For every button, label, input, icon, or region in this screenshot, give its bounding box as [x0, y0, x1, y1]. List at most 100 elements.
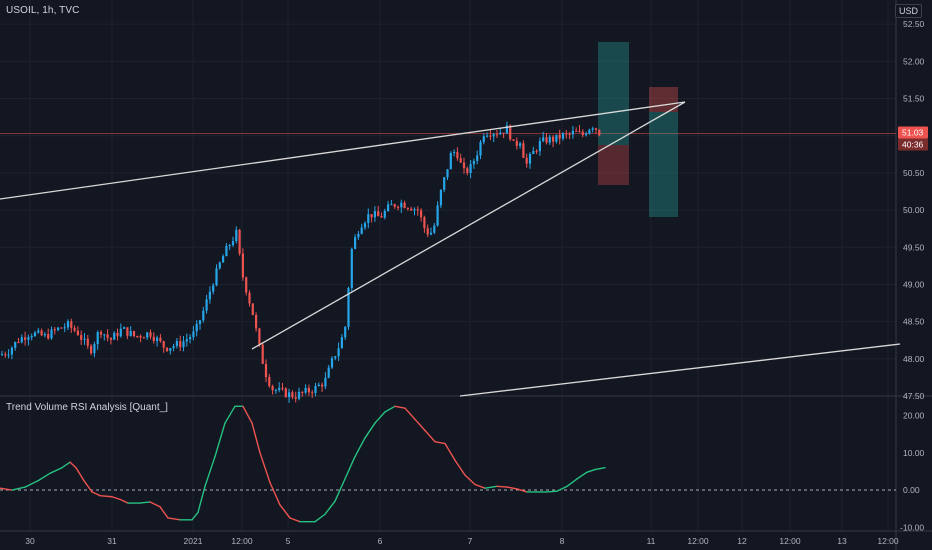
- candle-body: [189, 337, 192, 340]
- candle-body: [519, 143, 522, 146]
- candle-body: [241, 253, 244, 278]
- rsi-segment: [334, 478, 346, 502]
- candle-body: [476, 155, 479, 161]
- candle-body: [291, 392, 294, 398]
- candle-body: [24, 337, 27, 340]
- short-position-stop-box: [649, 87, 678, 112]
- candle-body: [429, 232, 433, 235]
- time-tick-label: 30: [25, 536, 35, 546]
- time-tick-label: 7: [468, 536, 473, 546]
- rsi-segment: [384, 405, 396, 413]
- trendline-lower-channel: [459, 343, 901, 397]
- time-tick-label: 6: [378, 536, 383, 546]
- rsi-segment: [83, 480, 93, 493]
- candle-body: [436, 205, 439, 226]
- rsi-segment: [197, 485, 206, 514]
- candle-body: [462, 162, 466, 169]
- candle-body: [565, 133, 568, 135]
- price-tick-label: 47.50: [903, 391, 925, 401]
- candle-body: [548, 136, 551, 143]
- candle-body: [113, 332, 116, 340]
- candle-body: [14, 341, 17, 348]
- rsi-segment: [586, 468, 596, 473]
- candle-body: [581, 131, 584, 135]
- candle-body: [261, 344, 264, 364]
- candle-body: [27, 337, 30, 340]
- rsi-segment: [224, 405, 236, 424]
- price-tick-label: 50.00: [903, 205, 925, 215]
- candle-body: [499, 132, 502, 135]
- candle-body: [324, 377, 327, 387]
- candle-body: [535, 151, 538, 153]
- candle-body: [327, 367, 330, 378]
- candle-body: [307, 387, 310, 393]
- time-tick-label: 5: [286, 536, 291, 546]
- candle-body: [456, 151, 459, 159]
- candle-body: [103, 334, 106, 336]
- candle-body: [7, 354, 10, 356]
- rsi-segment: [374, 411, 386, 424]
- candle-body: [528, 154, 532, 164]
- candle-body: [555, 134, 558, 142]
- candle-body: [169, 348, 172, 351]
- candle-body: [321, 384, 324, 387]
- candle-body: [459, 158, 462, 163]
- candle-body: [469, 164, 472, 174]
- candle-body: [479, 142, 482, 156]
- rsi-segment: [364, 422, 376, 439]
- candle-body: [57, 327, 60, 330]
- candle-body: [0, 354, 4, 356]
- rsi-segment: [289, 517, 301, 523]
- price-tick-label: 49.00: [903, 279, 925, 289]
- candle-body: [568, 133, 571, 135]
- rsi-segment: [191, 511, 199, 521]
- countdown-value: 40:36: [902, 139, 924, 149]
- candle-body: [354, 237, 357, 249]
- last-price-tag: [898, 126, 928, 139]
- candle-body: [109, 337, 112, 340]
- candle-body: [486, 135, 489, 137]
- candle-body: [205, 299, 208, 311]
- rsi-segment: [546, 490, 558, 493]
- time-tick-label: 12:00: [231, 536, 253, 546]
- price-tick-label: 49.50: [903, 242, 925, 252]
- rsi-segment: [279, 504, 291, 519]
- candle-body: [123, 327, 126, 329]
- candle-body: [420, 210, 423, 218]
- candle-body: [558, 134, 561, 139]
- candle-body: [40, 330, 43, 336]
- candle-body: [426, 228, 429, 235]
- candle-body: [83, 338, 86, 340]
- candle-body: [363, 223, 367, 228]
- symbol-header[interactable]: USOIL, 1h, TVC: [6, 5, 80, 16]
- candle-body: [90, 345, 93, 354]
- candle-body: [433, 225, 436, 233]
- candle-body: [175, 341, 178, 347]
- candle-body: [172, 346, 175, 349]
- rsi-segment: [454, 459, 466, 476]
- rsi-segment: [251, 422, 261, 454]
- candle-body: [185, 339, 188, 342]
- rsi-segment: [414, 418, 426, 432]
- trendline-upper-channel: [0, 101, 686, 200]
- time-tick-label: 12:00: [687, 536, 709, 546]
- candle-body: [271, 386, 274, 391]
- candle-body: [294, 397, 297, 399]
- price-tick-label: 52.50: [903, 19, 925, 29]
- rsi-segment: [167, 517, 181, 521]
- candle-body: [245, 277, 248, 293]
- candle-body: [482, 136, 485, 143]
- rsi-segment: [37, 472, 51, 482]
- candle-body: [439, 189, 442, 206]
- indicator-title[interactable]: Trend Volume RSI Analysis [Quant_]: [6, 402, 168, 413]
- candle-body: [248, 292, 251, 304]
- candle-body: [33, 332, 37, 336]
- rsi-segment: [0, 487, 13, 491]
- rsi-segment: [556, 485, 568, 492]
- rsi-segment: [49, 467, 63, 475]
- currency-badge[interactable]: USD: [894, 4, 922, 18]
- candle-body: [337, 348, 340, 357]
- time-tick-label: 31: [107, 536, 117, 546]
- rsi-segment: [204, 455, 216, 488]
